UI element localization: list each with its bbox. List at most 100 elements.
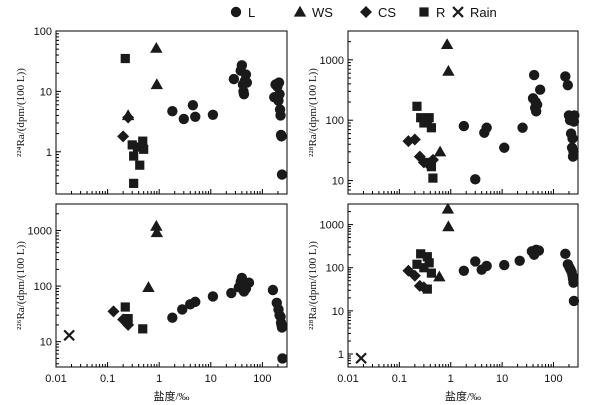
data-point-r [426, 268, 436, 278]
plot-frame [347, 203, 579, 368]
y-axis-title: ²²⁸Ra/(dpm/(100 L)) [307, 68, 319, 157]
panel-bottom-right: 0.01 0.1 1 10 100 盐度/‰ 1 10 100 1000²²⁸Ra/(dpm/(1… [307, 202, 580, 403]
data-point-r [139, 144, 149, 154]
data-point-l [568, 146, 579, 157]
y-tick-label: 10 [332, 176, 344, 188]
data-point-l [236, 60, 248, 71]
data-point-l [534, 84, 546, 95]
data-point-l [276, 322, 288, 333]
data-point-r [120, 53, 130, 64]
y-tick-label: 10 [40, 86, 52, 98]
data-point-ws [150, 226, 164, 238]
data-point-r [120, 302, 130, 312]
x-tick-label: 10 [496, 373, 508, 385]
legend-marker-cross [452, 6, 464, 18]
series-ws [121, 41, 164, 121]
data-point-ws [433, 145, 447, 157]
series-rain [63, 329, 75, 342]
series-r [412, 101, 438, 183]
legend-marker-circle [230, 6, 242, 18]
data-point-l [470, 174, 481, 185]
data-point-r [138, 324, 148, 334]
y-tick-label: 100 [326, 263, 344, 275]
data-point-ws [442, 64, 455, 76]
panel-top-left: 1 10 100 ²²⁴Ra/(dpm/(100 L)) [15, 26, 288, 195]
x-tick-label: 0.1 [100, 373, 115, 385]
x-tick-label: 0.01 [337, 373, 358, 385]
data-point-l [177, 304, 188, 315]
data-point-ws [150, 41, 163, 53]
legend-item-ws: WS [293, 5, 333, 20]
data-point-r [424, 258, 434, 268]
data-point-ws [440, 38, 454, 50]
x-tick-label: 0.01 [45, 373, 66, 385]
data-point-ws [150, 78, 164, 90]
data-point-ws [142, 281, 155, 292]
data-point-l [167, 105, 178, 117]
data-point-r [424, 113, 434, 123]
data-point-rain [355, 352, 367, 364]
y-tick-label: 1 [46, 147, 52, 159]
legend-item-cs: CS [360, 5, 396, 20]
data-point-l [274, 88, 285, 100]
series-ws [433, 202, 455, 282]
data-point-r [412, 259, 422, 269]
data-point-l [207, 109, 219, 120]
series-l [458, 69, 580, 185]
y-tick-label: 1 [338, 349, 344, 361]
data-point-l [190, 296, 201, 308]
data-point-l [567, 133, 578, 144]
data-point-r [426, 162, 436, 172]
series-ws [433, 38, 455, 157]
x-tick-label: 100 [253, 373, 271, 385]
y-tick-label: 1000 [320, 55, 344, 67]
data-point-l [528, 69, 540, 81]
data-point-l [167, 312, 178, 323]
data-point-r [416, 113, 426, 123]
data-point-cs [408, 133, 421, 146]
legend-label: R [436, 5, 445, 20]
data-point-l [481, 260, 492, 272]
legend-label: CS [378, 5, 396, 20]
plot-frame [55, 30, 288, 195]
data-point-l [178, 113, 190, 125]
data-point-l [228, 73, 240, 85]
data-point-l [238, 88, 250, 100]
data-point-r [428, 173, 438, 183]
plot-frame [55, 203, 288, 368]
legend-item-rain: Rain [452, 5, 497, 20]
legend-label: WS [312, 5, 333, 20]
y-tick-label: 10 [332, 306, 344, 318]
legend-item-l: L [230, 5, 255, 20]
panel-bottom-left: 0.01 0.1 1 10 100 盐度/‰ 10 100 1000²²⁶Ra/(dpm/(10… [15, 203, 288, 403]
data-point-l [568, 295, 580, 307]
x-tick-label: 1 [448, 373, 454, 385]
data-point-r [422, 284, 432, 294]
data-point-l [267, 284, 279, 296]
y-tick-label: 1000 [320, 220, 344, 232]
legend-marker-square [419, 7, 429, 17]
data-point-l [499, 142, 510, 153]
y-tick-label: 100 [34, 281, 52, 293]
data-point-l [560, 248, 571, 260]
data-point-l [458, 120, 470, 132]
x-tick-label: 10 [205, 373, 217, 385]
data-point-r [416, 249, 426, 259]
legend-marker-triangle [293, 5, 307, 17]
data-point-l [470, 256, 481, 267]
data-point-l [481, 122, 492, 133]
data-point-l [562, 79, 574, 91]
y-tick-label: 10 [40, 337, 52, 349]
data-point-l [243, 277, 255, 288]
y-tick-label: 100 [326, 115, 344, 127]
series-r [120, 302, 148, 334]
series-cs [117, 111, 135, 143]
data-point-l [514, 255, 525, 266]
y-tick-label: 1000 [28, 226, 52, 238]
series-l [167, 60, 288, 180]
data-point-cs [117, 130, 130, 143]
data-point-cs [107, 305, 120, 318]
data-point-l [226, 287, 237, 299]
data-point-ws [433, 270, 446, 282]
